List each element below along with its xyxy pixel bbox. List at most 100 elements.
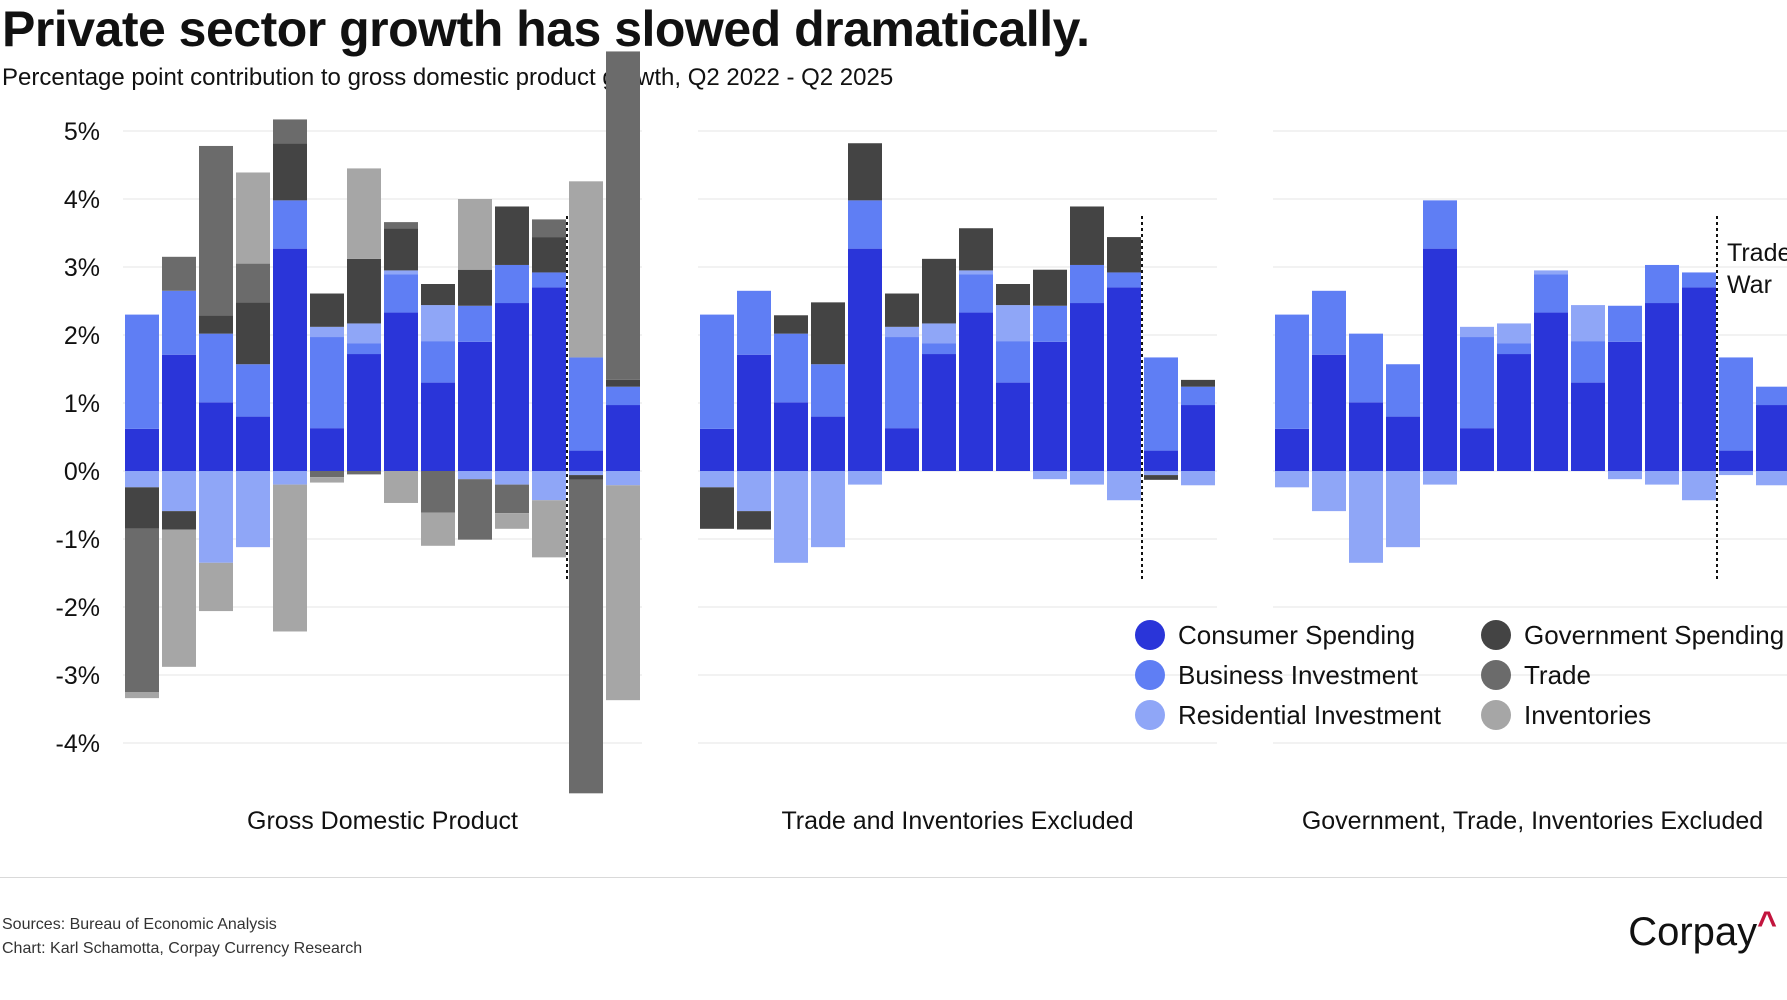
bar-business — [1645, 264, 1679, 304]
bar-consumer — [1275, 428, 1309, 471]
bar-consumer — [421, 382, 455, 471]
bar-business — [1070, 264, 1104, 304]
bar-consumer — [885, 428, 919, 471]
bar-residential — [1275, 471, 1309, 488]
bar-residential — [125, 471, 159, 488]
bar-consumer — [384, 312, 418, 471]
bar-residential — [384, 270, 418, 275]
bars — [125, 51, 1787, 794]
bar-trade — [606, 51, 640, 380]
bar-business — [421, 341, 455, 383]
bar-consumer — [1534, 312, 1568, 471]
legend-swatch — [1135, 620, 1165, 650]
bar-business — [1386, 364, 1420, 417]
bar-government — [199, 315, 233, 334]
y-tick-label: -3% — [56, 662, 100, 690]
bar-trade — [310, 471, 344, 478]
legend-swatch — [1481, 620, 1511, 650]
bar-government — [125, 487, 159, 529]
legend-label: Business Investment — [1178, 660, 1419, 690]
bar-consumer — [1645, 303, 1679, 471]
legend-item-consumer: Consumer Spending — [1135, 620, 1415, 650]
bar-government — [1033, 269, 1067, 306]
bar-trade — [162, 256, 196, 291]
bar-trade — [532, 219, 566, 238]
bar-government — [421, 284, 455, 306]
legend-item-government: Government Spending — [1481, 620, 1784, 650]
bar-inventories — [347, 168, 381, 259]
bar-trade — [347, 471, 381, 475]
bar-consumer — [495, 303, 529, 471]
legend-label: Residential Investment — [1178, 700, 1442, 730]
bar-government — [811, 302, 845, 365]
bar-residential — [1497, 323, 1531, 344]
bar-government — [996, 284, 1030, 306]
bar-business — [273, 200, 307, 249]
bar-inventories — [273, 484, 307, 632]
panel-label: Gross Domestic Product — [247, 807, 518, 835]
bar-consumer — [737, 354, 771, 471]
bar-residential — [199, 471, 233, 563]
bar-business — [700, 314, 734, 429]
bar-inventories — [532, 500, 566, 558]
legend-swatch — [1481, 660, 1511, 690]
y-tick-label: 2% — [64, 322, 100, 350]
bar-residential — [774, 471, 808, 563]
bar-residential — [1312, 471, 1346, 512]
corpay-logo: Corpay^ — [1628, 905, 1777, 955]
bar-trade — [199, 145, 233, 316]
bar-business — [1312, 290, 1346, 355]
y-tick-label: 1% — [64, 390, 100, 418]
bar-residential — [273, 471, 307, 485]
bar-inventories — [236, 172, 270, 264]
bar-consumer — [162, 354, 196, 471]
bar-trade — [384, 222, 418, 229]
bar-residential — [162, 471, 196, 512]
bar-consumer — [922, 354, 956, 471]
bar-business — [1719, 357, 1753, 451]
bar-trade — [495, 484, 529, 514]
bar-consumer — [1756, 405, 1787, 471]
bar-residential — [1571, 305, 1605, 342]
bar-government — [273, 143, 307, 201]
bar-residential — [347, 323, 381, 344]
bar-consumer — [532, 287, 566, 471]
bar-business — [162, 290, 196, 355]
bar-government — [1070, 206, 1104, 265]
bar-business — [1033, 305, 1067, 342]
bar-government — [1107, 237, 1141, 273]
legend-item-residential: Residential Investment — [1135, 700, 1442, 730]
legend-item-business: Business Investment — [1135, 660, 1419, 690]
bar-government — [1181, 379, 1215, 387]
panel-2-bars — [700, 143, 1215, 563]
bar-consumer — [1682, 287, 1716, 471]
bar-consumer — [1386, 416, 1420, 471]
bar-consumer — [959, 312, 993, 471]
bar-consumer — [1571, 382, 1605, 471]
bar-business — [532, 272, 566, 288]
bar-residential — [848, 471, 882, 485]
credit-line: Chart: Karl Schamotta, Corpay Currency R… — [2, 940, 363, 957]
y-tick-label: -4% — [56, 730, 100, 758]
bar-consumer — [1312, 354, 1346, 471]
bar-government — [310, 293, 344, 327]
y-tick-label: -2% — [56, 594, 100, 622]
y-tick-label: -1% — [56, 526, 100, 554]
bar-consumer — [700, 428, 734, 471]
bar-consumer — [1033, 341, 1067, 471]
bar-residential — [532, 471, 566, 501]
bar-trade — [236, 263, 270, 303]
bar-inventories — [384, 471, 418, 503]
bar-business — [774, 333, 808, 403]
bar-residential — [700, 471, 734, 488]
bar-consumer — [273, 248, 307, 471]
bar-consumer — [310, 428, 344, 471]
bar-consumer — [199, 402, 233, 471]
bar-trade — [125, 528, 159, 692]
bar-business — [811, 364, 845, 417]
bar-business — [569, 357, 603, 451]
source-line: Sources: Bureau of Economic Analysis — [2, 916, 277, 933]
bar-business — [1460, 337, 1494, 429]
bar-residential — [458, 471, 492, 480]
bar-consumer — [1070, 303, 1104, 471]
